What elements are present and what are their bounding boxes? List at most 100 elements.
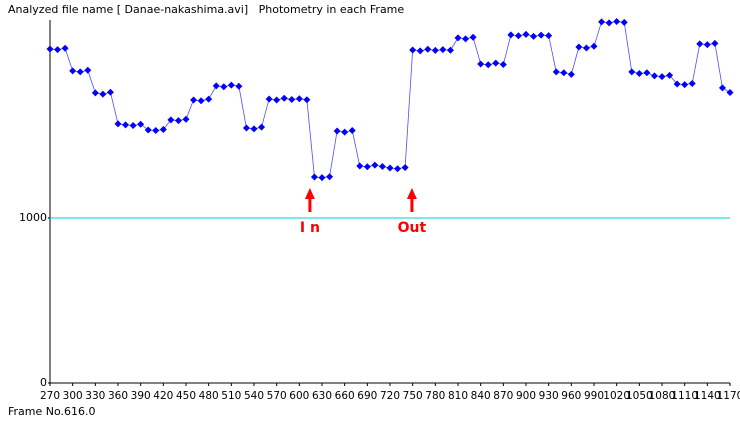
data-point [431,46,439,54]
data-point [250,125,258,133]
data-point [613,18,621,26]
data-line [49,21,731,179]
data-point [159,125,167,133]
data-point [182,115,190,123]
x-tick-label: 690 [357,390,377,402]
data-point [54,46,62,54]
data-point [190,96,198,104]
data-point [61,44,69,52]
data-point [265,95,273,103]
x-tick-label: 780 [425,390,445,402]
data-point [378,162,386,170]
data-point [688,79,696,87]
data-point [575,43,583,51]
x-tick-label: 600 [289,390,309,402]
data-point [220,83,228,91]
data-point [718,84,726,92]
annotation-label: Out [398,220,427,236]
x-tick-label: 510 [221,390,241,402]
annotation-arrow [406,188,417,212]
x-tick-label: 810 [448,390,468,402]
x-tick-label: 270 [40,390,60,402]
data-point [280,94,288,102]
x-tick-label: 390 [131,390,151,402]
data-point [106,88,114,96]
data-point [696,40,704,48]
data-point [598,18,606,26]
data-point [152,126,160,134]
data-point [91,89,99,97]
x-tick-label: 480 [199,390,219,402]
data-point [545,32,553,40]
data-point [552,68,560,76]
data-point [462,35,470,43]
x-tick-label: 720 [380,390,400,402]
data-point [386,164,394,172]
data-point [288,95,296,103]
x-tick-label: 570 [267,390,287,402]
data-point [122,121,130,129]
x-tick-label: 960 [561,390,581,402]
y-tick-label: 1000 [19,211,47,224]
x-tick-label: 450 [176,390,196,402]
data-point [484,61,492,69]
x-tick-label: 750 [403,390,423,402]
footer: Frame No.616.0 [8,405,96,418]
data-point [356,162,364,170]
x-tick-label: 660 [335,390,355,402]
data-point [371,161,379,169]
data-point [469,33,477,41]
data-point [197,97,205,105]
x-tick-label: 1140 [694,390,721,402]
data-point [590,42,598,50]
data-point [144,126,152,134]
data-point [666,71,674,79]
data-point [560,69,568,77]
data-point [522,30,530,38]
data-point [273,96,281,104]
data-point [605,19,613,27]
data-point [507,31,515,39]
data-point [205,95,213,103]
x-tick-label: 900 [516,390,536,402]
data-point [167,116,175,124]
data-point [46,45,54,53]
data-point [628,68,636,76]
data-point [242,124,250,132]
data-point [341,128,349,136]
data-point [673,80,681,88]
data-point [69,67,77,75]
data-point [333,127,341,135]
data-point [620,18,628,26]
data-point [227,81,235,89]
data-point [348,126,356,134]
data-point [514,32,522,40]
x-tick-label: 840 [471,390,491,402]
data-point [326,173,334,181]
y-tick-label: 0 [40,376,47,389]
data-point [258,123,266,131]
data-point [174,117,182,125]
data-point [499,60,507,68]
annotation-arrow [304,188,315,212]
data-point [726,89,734,97]
data-point [439,46,447,54]
x-tick-label: 1080 [649,390,676,402]
x-tick-label: 990 [584,390,604,402]
data-point [99,90,107,98]
x-tick-label: 540 [244,390,264,402]
data-point [643,69,651,77]
data-point [650,72,658,80]
data-point [446,46,454,54]
data-point [424,45,432,53]
data-point [318,174,326,182]
annotation-label: I n [300,220,320,236]
data-point [129,122,137,130]
data-point [635,70,643,78]
data-point [84,66,92,74]
x-tick-label: 1050 [626,390,653,402]
x-tick-label: 1170 [717,390,740,402]
data-point [114,120,122,128]
data-point [401,163,409,171]
data-point [76,68,84,76]
